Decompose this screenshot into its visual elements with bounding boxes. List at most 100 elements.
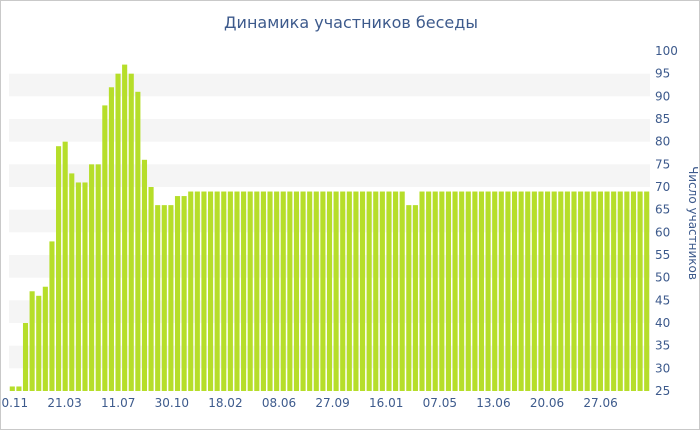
- y-tick-label: 75: [655, 157, 670, 171]
- x-tick-label: 08.06: [262, 396, 296, 410]
- y-tick-label: 60: [655, 225, 670, 239]
- bar: [538, 191, 544, 391]
- bar: [201, 191, 207, 391]
- bar: [234, 191, 240, 391]
- bar: [492, 191, 498, 391]
- bar: [128, 73, 134, 392]
- bar: [326, 191, 333, 391]
- x-tick-label: 30.10: [155, 396, 189, 410]
- y-tick-label: 35: [655, 339, 670, 353]
- y-tick-label: 45: [655, 293, 670, 307]
- bar: [644, 191, 650, 391]
- bar: [102, 105, 108, 392]
- bar: [379, 191, 385, 391]
- bar: [465, 191, 471, 391]
- y-tick-label: 50: [655, 271, 670, 285]
- bar: [174, 196, 181, 391]
- bar: [9, 386, 15, 391]
- bar: [49, 241, 55, 391]
- x-tick-label: 27.06: [583, 396, 617, 410]
- bar: [505, 191, 511, 391]
- bar: [227, 191, 233, 391]
- bar: [313, 191, 319, 391]
- bar: [564, 191, 570, 391]
- bar: [485, 191, 491, 391]
- x-tick-label: 16.01: [369, 396, 403, 410]
- bar: [558, 191, 564, 391]
- bar: [307, 191, 313, 391]
- bar: [214, 191, 220, 391]
- y-axis-label: Число участников: [686, 166, 699, 280]
- bar: [359, 191, 366, 391]
- bar: [280, 191, 286, 391]
- bar: [168, 205, 174, 391]
- bar: [293, 191, 300, 391]
- bars: [9, 64, 650, 392]
- y-axis-ticks: 25 30 35 40 45 50 55 60 65 70 75 80 85 90 95 100: [655, 44, 678, 398]
- x-tick-label: 13.06: [476, 396, 510, 410]
- bar: [412, 205, 418, 391]
- y-tick-label: 80: [655, 135, 670, 149]
- bar: [188, 191, 194, 391]
- bar: [525, 191, 531, 391]
- bar: [89, 164, 95, 391]
- y-tick-label: 25: [655, 384, 670, 398]
- bar: [551, 191, 557, 391]
- bar: [406, 205, 412, 391]
- x-tick-label: 30.11: [1, 396, 28, 410]
- bar: [578, 191, 584, 391]
- bar: [36, 295, 42, 391]
- bar: [452, 191, 458, 391]
- y-tick-label: 95: [655, 67, 670, 81]
- bar: [267, 191, 273, 391]
- x-tick-label: 21.03: [47, 396, 81, 410]
- grid-band: [9, 73, 650, 97]
- y-tick-label: 40: [655, 316, 670, 330]
- bar: [478, 191, 485, 391]
- bar: [69, 173, 75, 391]
- bar: [241, 191, 247, 391]
- bar: [346, 191, 352, 391]
- bar: [221, 191, 227, 391]
- bar: [333, 191, 339, 391]
- y-tick-label: 85: [655, 112, 670, 126]
- bar: [300, 191, 306, 391]
- bar: [82, 182, 88, 391]
- y-tick-label: 90: [655, 89, 670, 103]
- bar: [432, 191, 438, 391]
- bar: [591, 191, 597, 391]
- bar: [274, 191, 280, 391]
- bar: [254, 191, 260, 391]
- bar: [42, 286, 48, 391]
- bar: [439, 191, 445, 391]
- bar: [122, 64, 128, 391]
- bar: [56, 146, 62, 391]
- bar: [247, 191, 253, 391]
- bar: [571, 191, 577, 391]
- grid-band: [9, 119, 650, 142]
- bar: [459, 191, 465, 391]
- bar: [498, 191, 504, 391]
- bar: [472, 191, 478, 391]
- bar: [340, 191, 346, 391]
- y-tick-label: 70: [655, 180, 670, 194]
- y-tick-label: 65: [655, 203, 670, 217]
- bar: [373, 191, 379, 391]
- bar: [287, 191, 293, 391]
- bar: [393, 191, 399, 391]
- x-tick-label: 20.06: [530, 396, 564, 410]
- bar: [62, 141, 68, 391]
- bar: [399, 191, 405, 391]
- bar: [511, 191, 518, 391]
- bar: [141, 159, 148, 391]
- bar: [95, 164, 101, 391]
- x-tick-label: 11.07: [101, 396, 135, 410]
- bar: [611, 191, 617, 391]
- bar: [604, 191, 610, 391]
- bar: [597, 191, 603, 391]
- bar: [208, 191, 214, 391]
- bar: [584, 191, 590, 391]
- bar: [155, 205, 161, 391]
